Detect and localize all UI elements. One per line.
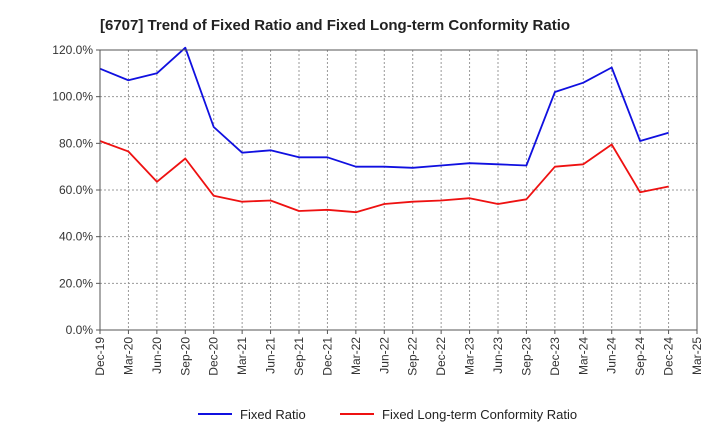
x-tick-label: Mar-21 xyxy=(235,337,249,375)
x-tick-label: Sep-22 xyxy=(406,337,420,376)
x-tick-label: Mar-23 xyxy=(463,337,477,375)
x-tick-label: Sep-24 xyxy=(633,337,647,376)
legend-label-1: Fixed Ratio xyxy=(240,407,306,422)
x-tick-label: Sep-21 xyxy=(292,337,306,376)
x-tick-label: Jun-22 xyxy=(377,337,391,374)
y-axis: 0.0% 20.0% 40.0% 60.0% 80.0% 100.0% 120.0% xyxy=(52,43,100,337)
x-tick-label: Dec-20 xyxy=(207,337,221,376)
y-tick-label: 20.0% xyxy=(59,276,93,290)
x-tick-label: Dec-22 xyxy=(434,337,448,376)
y-tick-label: 120.0% xyxy=(52,43,93,57)
x-tick-label: Sep-23 xyxy=(519,337,533,376)
x-axis: Dec-19 Mar-20 Jun-20 Sep-20 Dec-20 Mar-21 Jun-… xyxy=(93,330,704,376)
series-lines xyxy=(99,46,669,214)
x-tick-label: Mar-22 xyxy=(349,337,363,375)
x-tick-label: Dec-19 xyxy=(93,337,107,376)
chart-title: [6707] Trend of Fixed Ratio and Fixed Lo… xyxy=(100,17,570,34)
x-tick-label: Jun-21 xyxy=(264,337,278,374)
x-tick-label: Jun-24 xyxy=(605,337,619,374)
x-tick-label: Dec-21 xyxy=(320,337,334,376)
legend-label-2: Fixed Long-term Conformity Ratio xyxy=(382,407,577,422)
y-tick-label: 100.0% xyxy=(52,90,93,104)
series-line-2 xyxy=(99,140,669,214)
x-tick-label: Jun-23 xyxy=(491,337,505,374)
x-tick-label: Mar-24 xyxy=(576,337,590,375)
x-tick-label: Dec-24 xyxy=(662,337,676,376)
x-tick-label: Mar-20 xyxy=(121,337,135,375)
y-tick-label: 0.0% xyxy=(66,323,94,337)
y-tick-label: 80.0% xyxy=(59,136,93,150)
y-tick-label: 60.0% xyxy=(59,183,93,197)
x-tick-label: Dec-23 xyxy=(548,337,562,376)
plot-frame xyxy=(99,49,698,331)
x-tick-label: Jun-20 xyxy=(150,337,164,374)
legend: Fixed Ratio Fixed Long-term Conformity Ra… xyxy=(198,407,577,422)
x-tick-label: Mar-25 xyxy=(690,337,704,375)
series-line-1 xyxy=(99,46,669,169)
grid xyxy=(100,50,697,330)
y-tick-label: 40.0% xyxy=(59,230,93,244)
x-tick-label: Sep-20 xyxy=(178,337,192,376)
